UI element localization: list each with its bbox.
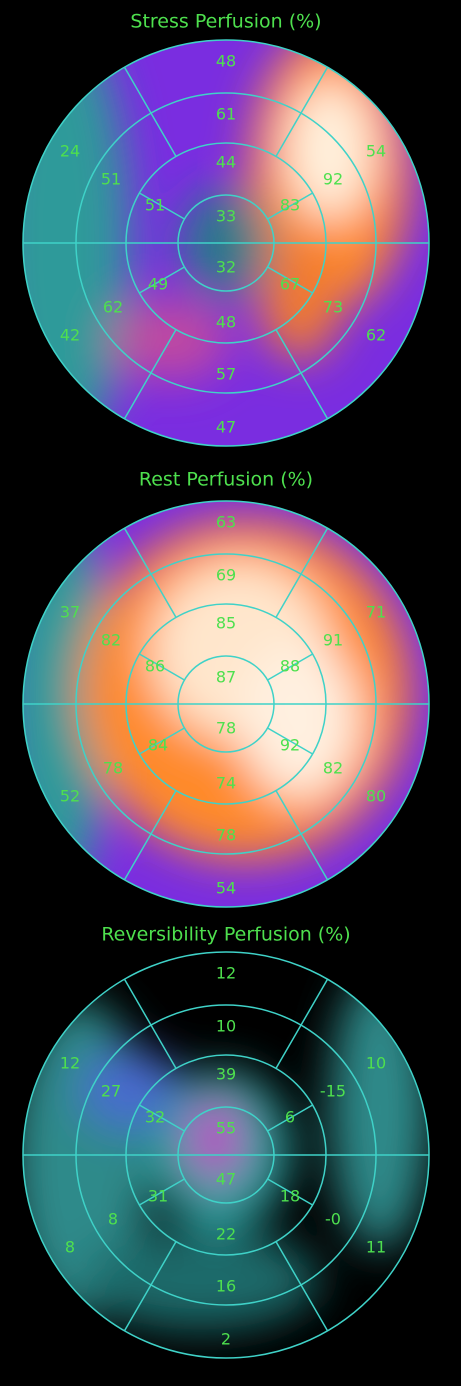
segment-value: -0: [325, 1210, 341, 1229]
panel-title: Rest Perfusion (%): [139, 469, 313, 491]
segment-value: 61: [216, 105, 236, 124]
segment-value: 57: [216, 365, 236, 384]
segment-value: 88: [280, 657, 300, 676]
rest-map-image: [0, 500, 440, 910]
segment-value: 27: [101, 1082, 121, 1101]
panel-title: Reversibility Perfusion (%): [101, 924, 350, 946]
segment-value: 12: [216, 964, 236, 983]
segment-value: 12: [60, 1054, 80, 1073]
segment-value: 10: [216, 1017, 236, 1036]
segment-value: 78: [216, 826, 236, 845]
panel-title: Stress Perfusion (%): [130, 11, 321, 33]
segment-value: 49: [148, 275, 168, 294]
segment-value: 10: [366, 1054, 386, 1073]
segment-value: 31: [148, 1187, 168, 1206]
polar-maps: Stress Perfusion (%) 48 61 44 33 32 48 57 47 24 51…: [0, 0, 461, 1382]
segment-value: 51: [145, 196, 165, 215]
segment-value: 33: [216, 207, 236, 226]
segment-value: 62: [103, 298, 123, 317]
segment-value: 47: [216, 418, 236, 437]
segment-value: 84: [148, 736, 168, 755]
segment-value: 47: [216, 1170, 236, 1189]
segment-value: 44: [216, 153, 236, 172]
segment-value: 32: [145, 1108, 165, 1127]
segment-value: 82: [323, 759, 343, 778]
segment-value: 63: [216, 513, 236, 532]
segment-value: 92: [280, 736, 300, 755]
segment-value: 62: [366, 326, 386, 345]
segment-value: -15: [320, 1082, 346, 1101]
segment-value: 78: [216, 719, 236, 738]
segment-value: 87: [216, 668, 236, 687]
segment-value: 18: [280, 1187, 300, 1206]
segment-value: 82: [101, 631, 121, 650]
segment-value: 83: [280, 196, 300, 215]
segment-value: 73: [323, 298, 343, 317]
segment-value: 92: [323, 170, 343, 189]
segment-value: 52: [60, 787, 80, 806]
segment-value: 80: [366, 787, 386, 806]
segment-value: 6: [285, 1108, 295, 1127]
segment-value: 16: [216, 1277, 236, 1296]
stress-map-image: [0, 20, 440, 460]
segment-value: 54: [216, 879, 236, 898]
segment-value: 2: [221, 1330, 231, 1349]
segment-value: 22: [216, 1225, 236, 1244]
segment-value: 74: [216, 774, 236, 793]
segment-value: 67: [280, 275, 300, 294]
segment-value: 69: [216, 566, 236, 585]
segment-value: 8: [108, 1210, 118, 1229]
segment-value: 8: [65, 1238, 75, 1257]
segment-value: 11: [366, 1238, 386, 1257]
segment-value: 48: [216, 52, 236, 71]
segment-value: 86: [145, 657, 165, 676]
segment-value: 42: [60, 326, 80, 345]
segment-value: 85: [216, 614, 236, 633]
segment-value: 37: [60, 603, 80, 622]
segment-value: 48: [216, 313, 236, 332]
segment-value: 24: [60, 142, 80, 161]
segment-value: 54: [366, 142, 386, 161]
segment-value: 51: [101, 170, 121, 189]
segment-value: 39: [216, 1065, 236, 1084]
segment-value: 71: [366, 603, 386, 622]
segment-value: 55: [216, 1119, 236, 1138]
segment-value: 91: [323, 631, 343, 650]
segment-value: 32: [216, 258, 236, 277]
segment-value: 78: [103, 759, 123, 778]
